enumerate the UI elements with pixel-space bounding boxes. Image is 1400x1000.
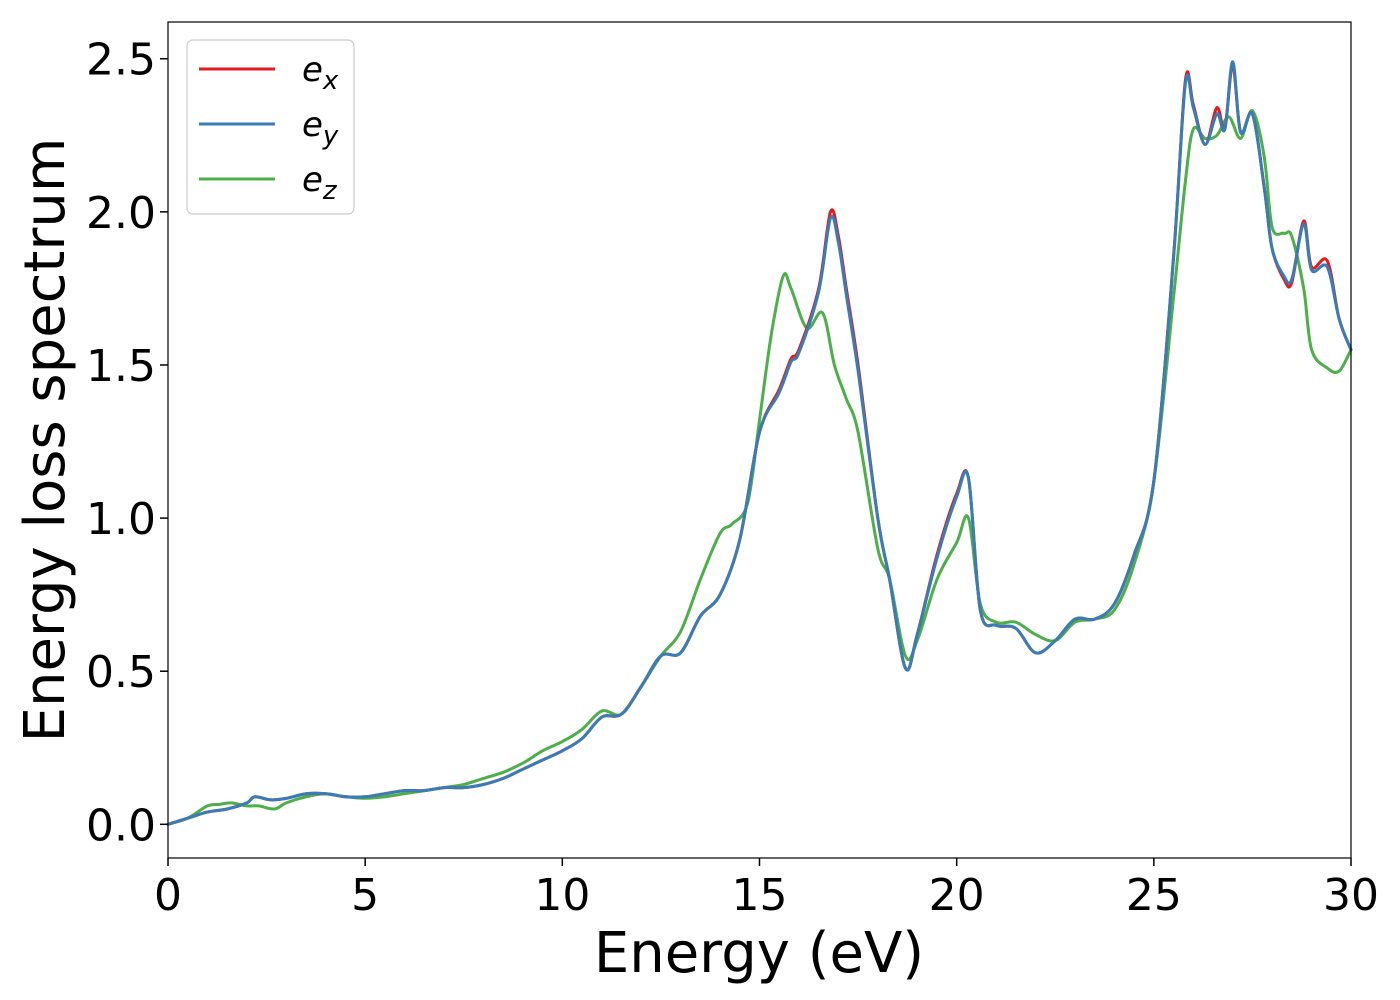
plot-lines	[166, 60, 1353, 826]
x-axis-title: Energy (eV)	[594, 921, 924, 986]
series-line-ez	[166, 109, 1353, 826]
y-axis-ticks: 0.0 0.5 1.0 1.5 2.0 2.5	[86, 35, 168, 851]
x-tick-label: 30	[1323, 870, 1379, 921]
x-tick-label: 15	[732, 870, 788, 921]
x-tick-label: 10	[534, 870, 590, 921]
y-tick-label: 2.0	[86, 188, 156, 239]
legend-box	[186, 39, 355, 215]
y-tick-label: 2.5	[86, 35, 156, 86]
x-tick-label: 25	[1126, 870, 1182, 921]
x-axis-ticks: 0 5 10 15 20 25 30	[154, 858, 1379, 921]
y-tick-label: 0.5	[86, 647, 156, 698]
x-tick-label: 0	[154, 870, 182, 921]
y-axis-title: Energy loss spectrum	[13, 138, 78, 743]
y-tick-label: 1.5	[86, 341, 156, 392]
y-tick-label: 0.0	[86, 800, 156, 851]
x-tick-label: 5	[351, 870, 379, 921]
x-tick-label: 20	[929, 870, 985, 921]
y-tick-label: 1.0	[86, 494, 156, 545]
series-line-ey	[166, 60, 1353, 826]
